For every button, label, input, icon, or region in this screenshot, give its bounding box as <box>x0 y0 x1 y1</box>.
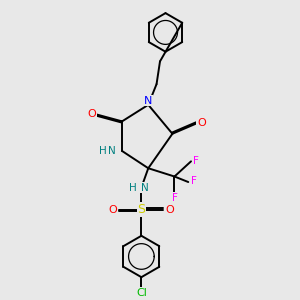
Text: N: N <box>108 146 116 156</box>
Text: O: O <box>87 110 96 119</box>
Text: O: O <box>165 205 174 214</box>
Text: S: S <box>137 203 146 216</box>
Text: H: H <box>99 146 107 156</box>
Text: F: F <box>191 176 197 186</box>
Text: N: N <box>144 96 152 106</box>
Text: F: F <box>193 156 199 166</box>
Text: N: N <box>141 182 149 193</box>
Text: F: F <box>172 193 177 203</box>
Text: Cl: Cl <box>136 288 147 298</box>
Text: H: H <box>129 182 137 193</box>
Text: O: O <box>197 118 206 128</box>
Text: O: O <box>109 205 118 214</box>
